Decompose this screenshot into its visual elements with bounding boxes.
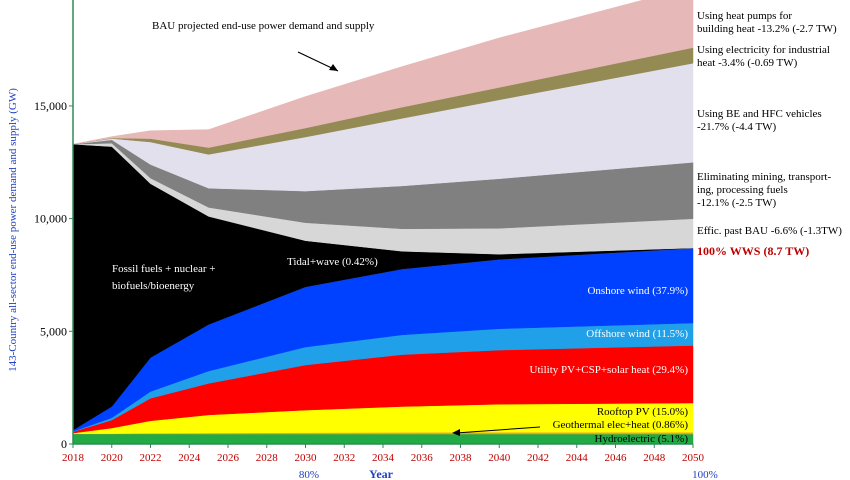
wws-total-label: 100% WWS (8.7 TW) (697, 244, 809, 258)
y-tick-label: 5,000 (40, 324, 67, 338)
x-tick-label: 2050 (682, 452, 705, 464)
building-heat-label-1: Using heat pumps for (697, 10, 792, 22)
industrial-heat-label-2: heat -3.4% (-0.69 TW) (697, 57, 798, 69)
x-axis-label: Year (369, 467, 394, 480)
bottom-label-100: 100% (692, 469, 718, 480)
x-tick-label: 2034 (372, 452, 395, 464)
x-ticks: 2018 2020 2022 2024 2026 2028 2030 2032 2034 2036… (62, 444, 705, 464)
geothermal-arrow-head (452, 429, 460, 436)
bau-arrow-head (329, 64, 338, 71)
x-tick-label: 2028 (256, 452, 279, 464)
x-tick-label: 2026 (217, 452, 240, 464)
x-tick-label: 2024 (178, 452, 201, 464)
industrial-heat-label-1: Using electricity for industrial (697, 44, 830, 56)
x-tick-label: 2040 (488, 452, 511, 464)
x-tick-label: 2046 (605, 452, 628, 464)
x-tick-label: 2030 (295, 452, 318, 464)
x-tick-label: 2018 (62, 452, 85, 464)
area-series-12 (72, 0, 694, 148)
rooftop-pv-label: Rooftop PV (15.0%) (597, 406, 688, 418)
x-tick-label: 2038 (450, 452, 473, 464)
building-heat-label-2: building heat -13.2% (-2.7 TW) (697, 23, 837, 35)
bau-label: BAU projected end-use power demand and s… (152, 20, 375, 32)
x-tick-label: 2048 (643, 452, 666, 464)
utility-pv-label: Utility PV+CSP+solar heat (29.4%) (530, 364, 689, 376)
x-tick-label: 2036 (411, 452, 434, 464)
x-tick-label: 2042 (527, 452, 549, 464)
mining-label-2: ing, processing fuels (697, 184, 788, 196)
y-ticks: 0 5,000 10,000 15,000 (34, 99, 73, 451)
x-tick-label: 2022 (140, 452, 162, 464)
x-tick-label: 2044 (566, 452, 589, 464)
y-axis-label: 143-Country all-sector end-use power dem… (7, 88, 19, 372)
fossil-label-1: Fossil fuels + nuclear + (112, 263, 215, 275)
tidal-label: Tidal+wave (0.42%) (287, 256, 378, 268)
x-tick-label: 2032 (333, 452, 355, 464)
y-tick-label: 15,000 (34, 99, 67, 113)
y-tick-label: 10,000 (34, 212, 67, 226)
efficiency-label: Effic. past BAU -6.6% (-1.3TW) (697, 225, 842, 237)
fossil-label-2: biofuels/bioenergy (112, 280, 195, 292)
vehicles-label-2: -21.7% (-4.4 TW) (697, 121, 777, 133)
geothermal-label: Geothermal elec+heat (0.86%) (553, 419, 689, 431)
mining-label-3: -12.1% (-2.5 TW) (697, 197, 777, 209)
vehicles-label-1: Using BE and HFC vehicles (697, 108, 822, 120)
bottom-label-80: 80% (299, 469, 319, 480)
geothermal-arrow (455, 426, 541, 434)
area-layers (72, 0, 694, 445)
y-tick-label: 0 (61, 437, 67, 451)
hydro-label: Hydroelectric (5.1%) (595, 433, 689, 445)
x-tick-label: 2020 (101, 452, 124, 464)
mining-label-1: Eliminating mining, transport- (697, 171, 831, 183)
offshore-label: Offshore wind (11.5%) (586, 328, 688, 340)
onshore-label: Onshore wind (37.9%) (587, 285, 688, 297)
